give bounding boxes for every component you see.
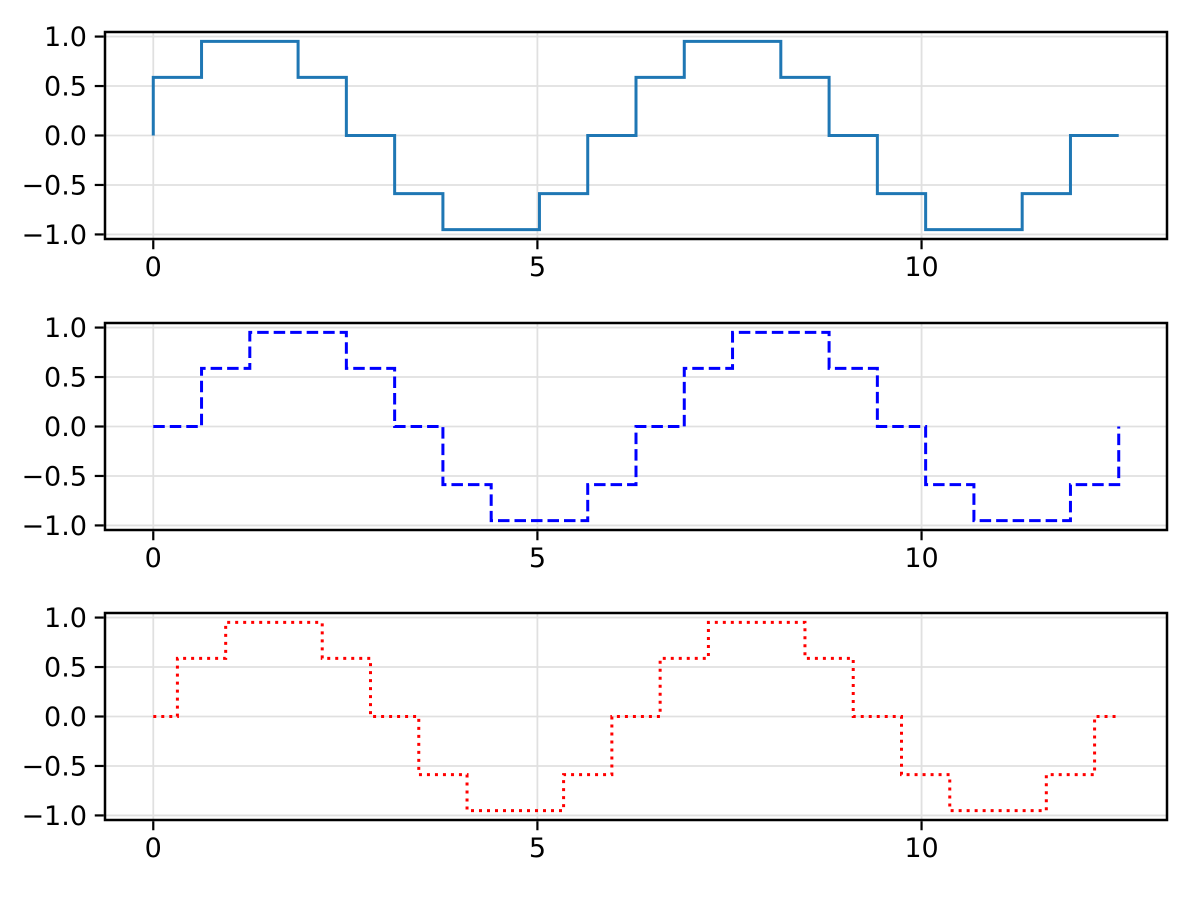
y-tick-label: 0.5 (44, 72, 87, 103)
y-tick-label: 0.0 (44, 412, 87, 443)
step-pre-line (151, 39, 1119, 232)
y-tick-label: −1.0 (21, 511, 87, 542)
axes-spines (103, 611, 1169, 822)
subplot-step-pre: 0 5 10 1.0 0.5 0.0 −0.5 −1.0 (21, 22, 1169, 283)
x-tick-label: 5 (529, 833, 546, 864)
x-tick-label: 10 (904, 252, 938, 283)
y-tick-label: 0.5 (44, 363, 87, 394)
y-tick-label: −0.5 (21, 461, 87, 492)
y-tick-label: −1.0 (21, 801, 87, 832)
y-tick-label: −0.5 (21, 170, 87, 201)
y-tick-label: 1.0 (44, 22, 87, 53)
axes-spines (103, 321, 1169, 532)
axes-spines (103, 30, 1169, 241)
step-post-line (153, 330, 1121, 523)
y-tick-label: 0.0 (44, 121, 87, 152)
x-tick-label: 0 (145, 252, 162, 283)
y-tick-label: 0.5 (44, 653, 87, 684)
y-tick-label: 0.0 (44, 702, 87, 733)
x-tick-label: 0 (145, 833, 162, 864)
y-tick-label: −0.5 (21, 751, 87, 782)
subplot-step-post: 0 5 10 1.0 0.5 0.0 −0.5 −1.0 (21, 313, 1169, 574)
x-tick-label: 10 (904, 833, 938, 864)
x-tick-label: 0 (145, 543, 162, 574)
subplot-step-mid: 0 5 10 1.0 0.5 0.0 −0.5 −1.0 (21, 603, 1169, 864)
x-tick-label: 5 (529, 543, 546, 574)
x-tick-label: 10 (904, 543, 938, 574)
x-tick-label: 5 (529, 252, 546, 283)
y-tick-label: 1.0 (44, 603, 87, 634)
y-tick-label: −1.0 (21, 220, 87, 251)
y-tick-label: 1.0 (44, 313, 87, 344)
